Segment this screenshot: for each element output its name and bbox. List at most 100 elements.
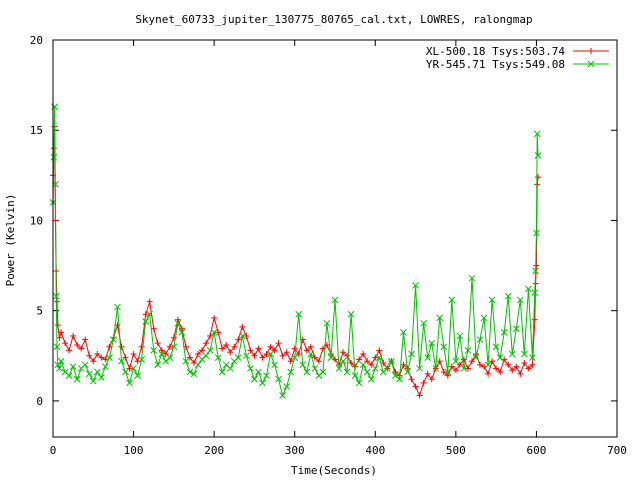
data-point-d2 [396,375,403,383]
data-point-d2 [234,354,242,361]
data-point [158,347,165,354]
data-point [489,358,496,365]
data-point-d2 [255,368,262,376]
data-point-d2 [367,375,375,383]
data-point-d2 [110,336,117,343]
legend-marker [588,48,594,54]
data-point [456,361,463,368]
data-point-d2 [363,368,371,376]
data-point-d2 [93,368,101,376]
data-point [380,360,387,367]
data-point [166,354,174,361]
data-point [78,345,85,352]
data-point [533,229,540,237]
data-point-d2 [73,375,81,383]
data-point [295,310,303,318]
data-point-d2 [154,361,162,369]
data-point [243,352,250,360]
data-point-d2 [531,289,539,296]
data-point [287,368,295,376]
data-point [424,354,432,361]
data-point [154,340,161,347]
data-point-d2 [243,352,250,360]
data-point [170,343,178,351]
data-point [484,361,492,369]
data-point [444,368,452,376]
data-point-d2 [263,372,270,379]
data-point-d2 [275,375,282,383]
data-point [199,347,206,354]
data-point [223,341,230,348]
data-point [271,361,278,369]
legend-marker [587,60,595,68]
data-point-d2 [118,357,125,365]
data-point [279,352,286,359]
data-point [207,332,214,339]
data-point [118,357,125,365]
data-point [54,298,61,305]
data-point-d2 [57,357,65,365]
data-point [56,334,63,341]
data-point [323,319,331,327]
data-point-d2 [81,361,89,369]
data-point [372,354,379,361]
data-point-d2 [251,375,258,383]
data-point [122,368,129,376]
data-point [69,363,77,370]
data-point [480,314,488,322]
data-point [456,332,464,340]
data-point [235,336,242,343]
data-point [535,174,542,181]
data-point [492,343,500,351]
data-point [525,285,532,293]
data-point-d2 [166,354,174,361]
data-point [500,328,508,336]
data-point-d2 [371,365,379,372]
series-layer [49,103,542,399]
data-point-d2 [158,350,166,358]
data-point [436,314,444,322]
x-tick-label: 700 [607,444,627,457]
data-point-d2 [525,285,532,293]
data-point [485,370,492,377]
legend-label: XL-500.18 Tsys:503.74 [426,45,565,58]
data-point-d2 [190,370,198,378]
data-point [74,341,81,348]
y-tick-label: 0 [36,395,43,408]
data-point [529,354,536,361]
data-point-d2 [182,357,190,365]
data-point [347,310,355,318]
data-point [516,296,524,304]
data-point [448,296,456,304]
data-point [210,328,218,336]
data-point [118,343,125,350]
data-point-d2 [65,372,73,379]
data-point [58,329,65,336]
data-point [54,322,61,329]
data-point [56,365,63,372]
y-tick-label: 20 [30,34,43,47]
data-point [243,332,250,339]
data-point [263,372,270,379]
data-point [146,310,154,318]
data-point-d2 [408,350,415,358]
data-point [114,303,121,311]
data-point [531,289,539,296]
data-point-d2 [283,383,291,390]
data-point [351,372,359,379]
data-point [307,350,315,358]
data-point [66,347,73,354]
data-point-d2 [529,354,536,361]
data-point [90,358,97,365]
data-point [505,361,512,368]
data-point-d2 [53,343,61,351]
data-point [428,339,436,347]
data-point-d2 [359,361,367,369]
data-point [404,368,411,376]
data-point-d2 [56,365,63,372]
data-point [408,376,415,383]
y-tick-label: 5 [36,305,43,318]
data-point [525,365,532,372]
data-point [368,361,375,368]
